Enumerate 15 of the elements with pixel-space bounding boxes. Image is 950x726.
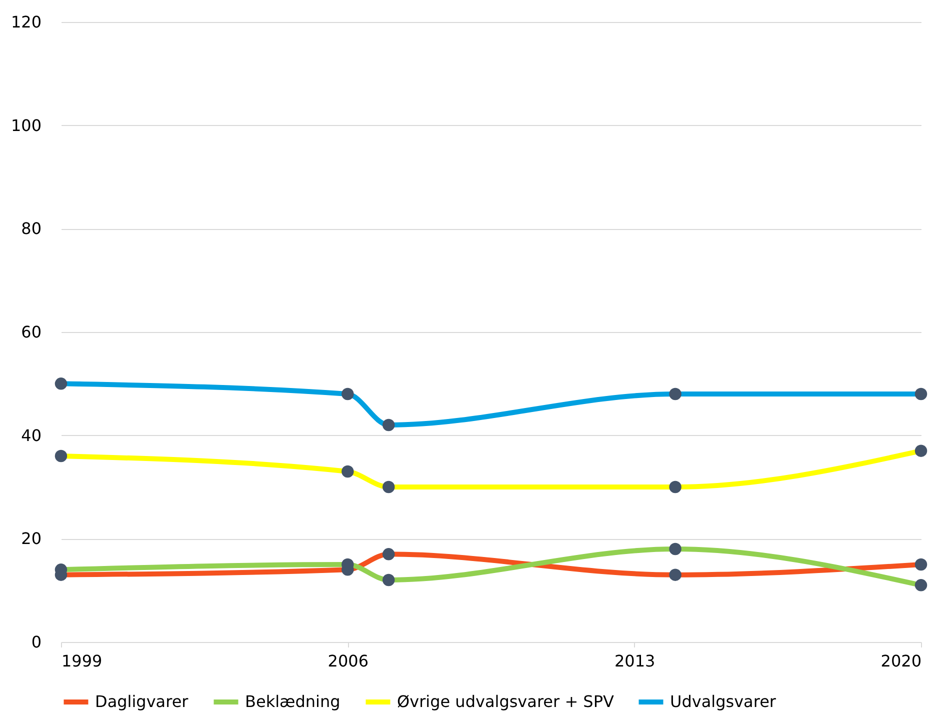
y-tick-label: 100 [10,116,42,135]
y-tick-label: 60 [21,322,42,342]
x-tick-label: 2020 [880,652,922,670]
y-tick-label: 80 [21,219,42,238]
legend-label: Dagligvarer [95,692,189,711]
y-tick-label: 20 [21,529,42,548]
x-tick-label: 2013 [614,652,656,670]
y-tick-label: 120 [10,12,42,32]
legend-label: Øvrige udvalgsvarer + SPV [397,692,614,711]
x-tick-label: 2006 [328,652,369,670]
legend-label: Beklædning [245,692,340,711]
y-tick-label: 40 [21,426,42,445]
y-tick-label: 0 [31,632,42,652]
x-tick-label: 1999 [62,652,102,670]
legend-label: Udvalgsvarer [670,692,776,711]
